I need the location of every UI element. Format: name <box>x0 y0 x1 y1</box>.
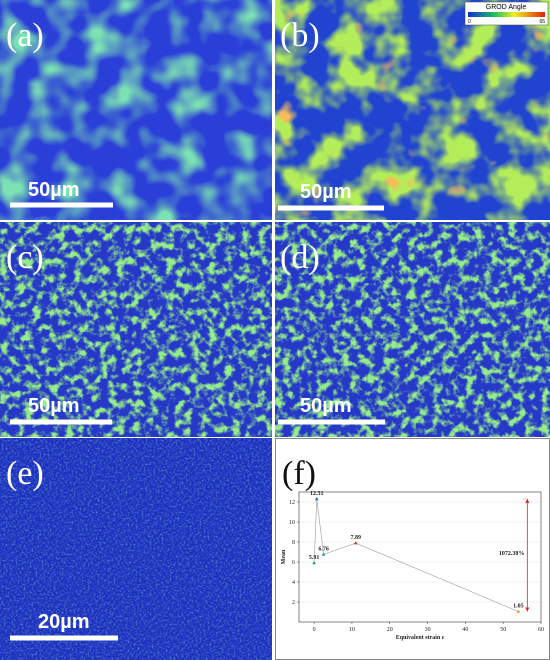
panel-label: (b) <box>280 17 320 54</box>
data-point <box>321 552 326 556</box>
x-axis-label: Equivalent strain ε <box>396 635 445 641</box>
y-tick-label: 10 <box>289 520 295 526</box>
scale-text: 50µm <box>300 395 352 417</box>
x-tick-label: 50 <box>500 627 506 633</box>
panel-label: (a) <box>6 17 44 54</box>
x-tick-label: 0 <box>313 627 316 633</box>
panel-label: (f) <box>282 455 316 492</box>
panel-label: (c) <box>6 239 44 276</box>
y-tick-label: 12 <box>289 500 295 506</box>
data-label: 5.91 <box>309 555 320 561</box>
y-tick-label: 8 <box>292 540 295 546</box>
data-point <box>312 560 316 565</box>
y-tick-label: 2 <box>292 600 295 606</box>
annotation: 1072.38% <box>499 551 525 557</box>
scale-text: 50µm <box>28 395 80 417</box>
panel-f: (f) 2 4 6 8 10 12 0 10 20 30 40 50 60 Equivalent stra… <box>275 438 550 660</box>
panel-a: (a) 50µm <box>0 0 272 220</box>
panel-label: (e) <box>6 455 44 492</box>
data-point <box>353 541 358 545</box>
data-point <box>516 609 521 613</box>
y-tick-label: 6 <box>292 560 295 566</box>
x-tick-label: 30 <box>425 627 431 633</box>
legend-title: GROD Angle <box>486 4 527 11</box>
y-axis-label: Mean <box>281 549 287 564</box>
panel-c: (c) 50µm <box>0 222 272 437</box>
legend-min: 0 <box>468 19 471 25</box>
scale-text: 50µm <box>300 181 352 203</box>
panel-d: (d) 50µm <box>275 222 550 437</box>
data-label: 1.05 <box>513 604 524 610</box>
panel-e: (e) 20µm <box>0 438 272 660</box>
data-point <box>314 496 319 501</box>
y-tick-label: 4 <box>292 580 295 586</box>
scale-text: 20µm <box>38 611 90 633</box>
data-label: 6.76 <box>318 546 329 552</box>
legend-gradient <box>468 12 545 17</box>
panel-label: (d) <box>280 239 320 276</box>
panel-frame <box>275 438 550 660</box>
data-label: 12.31 <box>310 491 324 497</box>
x-tick-label: 20 <box>387 627 393 633</box>
x-tick-label: 60 <box>538 627 544 633</box>
panel-b: (b) 50µm GROD Angle 0 65 <box>275 0 550 220</box>
x-tick-label: 40 <box>462 627 468 633</box>
x-tick-label: 10 <box>349 627 355 633</box>
data-label: 7.89 <box>350 535 361 541</box>
plot-frame <box>298 491 542 623</box>
scale-text: 50µm <box>28 179 80 201</box>
legend-max: 65 <box>539 19 545 25</box>
